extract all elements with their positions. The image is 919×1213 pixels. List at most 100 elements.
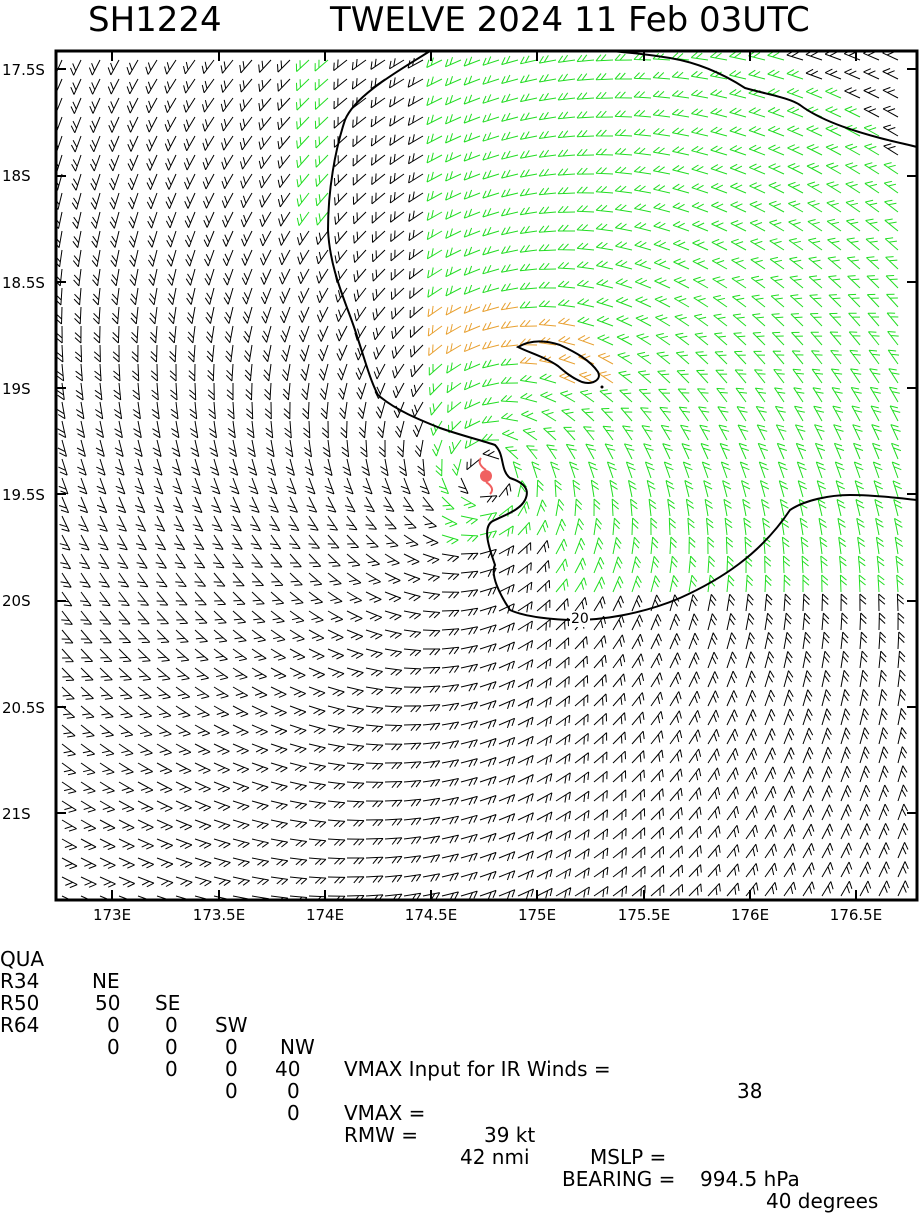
wind-barb [713,313,728,327]
wind-barb [536,868,553,880]
wind-barb [775,424,787,441]
wind-barb [175,591,188,606]
wind-barb [540,391,557,403]
wind-barb [314,59,329,72]
wind-barb [107,59,120,76]
wind-barb [519,282,538,290]
wind-barb [774,405,786,422]
wind-barb [258,116,272,131]
wind-barb [710,182,728,194]
wind-barb [707,883,721,897]
wind-barb [137,629,151,643]
wind-barb [707,632,718,650]
wind-barb [479,889,497,900]
wind-barb [80,762,96,776]
wind-barb [500,339,519,348]
wind-barb [156,876,174,887]
wind-barb [770,275,785,289]
wind-barb [302,401,310,420]
wind-barb [148,268,158,286]
wind-barb [840,785,852,802]
wind-barb [239,135,253,151]
wind-barb [897,669,906,688]
wind-barb [213,743,230,755]
wind-barb [403,572,421,584]
wind-barb [298,306,310,323]
wind-barb [815,461,826,479]
lat-label: 18.5S [2,274,45,292]
wind-barb [308,838,327,847]
wind-barb [231,534,243,550]
wind-barb [878,880,891,897]
wind-barb [460,626,479,635]
wind-barb [441,591,460,599]
wind-barb [844,143,861,156]
wind-barb [863,87,880,99]
wind-barb [80,838,97,851]
wind-barb [595,110,614,118]
wind-barb [828,294,842,308]
wind-barb [171,420,180,439]
wind-barb [821,612,830,631]
wind-barb [517,850,534,861]
wind-barb [384,610,402,621]
wind-barb [653,258,671,270]
wind-barb [223,268,234,286]
wind-barb [593,693,607,707]
wind-barb [145,116,158,133]
wind-barb [308,610,324,623]
wind-barb [840,842,853,859]
wind-barb [756,424,768,441]
wind-barb [308,686,326,698]
wind-barb [688,806,702,821]
wind-barb [117,572,130,588]
wind-barb [631,827,646,840]
wind-barb [74,306,82,325]
wind-barb [650,517,658,536]
wind-barb [557,54,576,63]
wind-barb [897,650,906,669]
wind-barb [184,211,196,228]
wind-barb [127,135,139,152]
wind-barb [137,686,152,700]
wind-barb [289,553,302,568]
wind-barb [460,758,478,768]
wind-barb [865,199,880,213]
wind-barb [650,768,664,783]
wind-barb [726,690,738,707]
wind-barb [707,825,721,840]
wind-barb [729,126,747,137]
wind-barb [498,813,516,824]
wind-barb [672,146,690,156]
wind-barb [296,173,310,188]
wind-barb [464,399,481,410]
wind-barb [817,499,827,517]
r34-ne: 50 [95,991,121,1015]
wind-barb [463,208,481,219]
wind-barb [648,498,657,517]
wind-barb [536,677,552,689]
wind-barb [674,314,690,327]
wind-barb [792,368,804,384]
wind-barb [194,800,212,812]
wind-barb [61,743,76,757]
wind-barb [673,276,690,289]
wind-barb [555,558,568,574]
wind-barb [460,515,478,525]
wind-barb [346,534,359,549]
wind-barb [802,708,813,726]
wind-barb [232,686,248,699]
wind-barb [865,237,880,251]
wind-barb [334,154,348,168]
wind-barb [653,184,671,194]
wind-barb [517,888,534,899]
wind-barb [172,477,183,495]
wind-barb [190,439,200,458]
wind-barb [132,401,141,420]
wind-barb [767,69,785,80]
wind-barb [77,496,89,514]
wind-barb [612,808,627,821]
wind-barb [167,287,177,305]
wind-barb [188,382,197,401]
rmw-value: 42 nmi [460,1145,530,1169]
